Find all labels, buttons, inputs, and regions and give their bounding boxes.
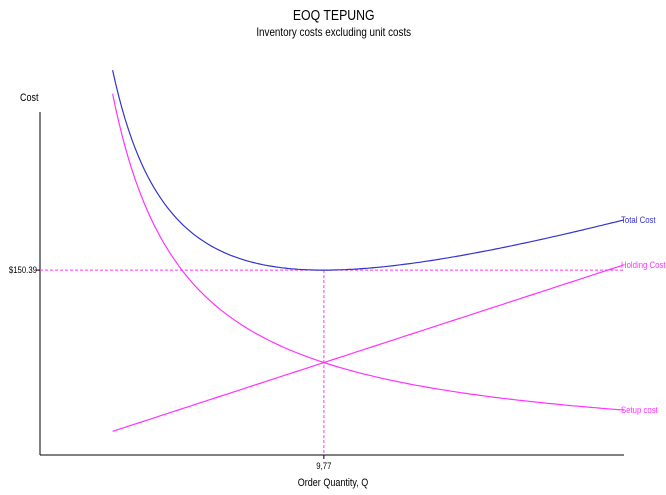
optimum-cost-tick-label: $150.39 <box>9 264 37 275</box>
holding-cost-label: Holding Cost <box>621 259 666 270</box>
holding-cost-line <box>112 264 625 432</box>
x-axis-label: Order Quantity, Q <box>298 477 369 489</box>
total-cost-label: Total Cost <box>621 214 656 225</box>
setup-cost-curve <box>112 93 625 411</box>
optimum-quantity-tick-label: 9,77 <box>316 460 331 471</box>
chart-subtitle: Inventory costs excluding unit costs <box>256 25 412 39</box>
setup-cost-label: Setup cost <box>621 404 658 415</box>
total-cost-curve <box>112 69 625 271</box>
y-axis-label: Cost <box>20 92 39 104</box>
chart-title: EOQ TEPUNG <box>292 7 375 24</box>
